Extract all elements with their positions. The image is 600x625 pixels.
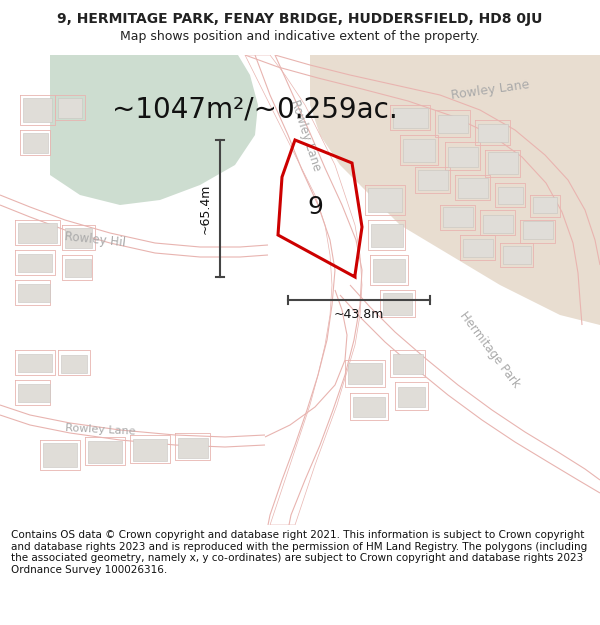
Bar: [448, 147, 478, 167]
Bar: [18, 254, 52, 272]
Bar: [533, 197, 557, 213]
Text: Rowley Lane: Rowley Lane: [65, 423, 136, 437]
Bar: [353, 397, 385, 417]
Bar: [398, 387, 425, 407]
Bar: [18, 354, 52, 372]
Bar: [88, 441, 122, 463]
Bar: [23, 98, 52, 122]
Text: ~65.4m: ~65.4m: [199, 183, 212, 234]
Bar: [403, 139, 435, 162]
Bar: [43, 443, 77, 467]
Polygon shape: [310, 55, 600, 325]
Bar: [418, 170, 448, 190]
Bar: [18, 223, 57, 243]
Bar: [478, 124, 508, 142]
Text: Hermitage Park: Hermitage Park: [457, 309, 523, 391]
Bar: [178, 438, 208, 458]
Text: Rowley Hil: Rowley Hil: [64, 231, 126, 249]
Bar: [373, 259, 405, 282]
Bar: [498, 187, 523, 204]
Bar: [18, 284, 50, 302]
Bar: [523, 221, 553, 239]
Bar: [458, 178, 488, 198]
Polygon shape: [50, 55, 258, 205]
Bar: [58, 98, 82, 118]
Text: Contains OS data © Crown copyright and database right 2021. This information is : Contains OS data © Crown copyright and d…: [11, 530, 587, 575]
Text: ~1047m²/~0.259ac.: ~1047m²/~0.259ac.: [112, 95, 398, 123]
Bar: [65, 228, 92, 248]
Bar: [23, 133, 48, 153]
Bar: [393, 354, 423, 374]
Bar: [18, 384, 50, 402]
Bar: [61, 355, 87, 373]
Bar: [393, 108, 428, 128]
Bar: [503, 246, 531, 264]
Text: Rowley Lane: Rowley Lane: [450, 78, 530, 102]
Text: Rowley Lane: Rowley Lane: [289, 98, 323, 172]
Bar: [65, 259, 91, 277]
Bar: [371, 224, 403, 247]
Bar: [438, 115, 468, 133]
Bar: [133, 439, 167, 461]
Bar: [488, 152, 518, 174]
Bar: [443, 207, 473, 227]
Bar: [368, 188, 402, 212]
Text: 9: 9: [307, 195, 323, 219]
Bar: [463, 239, 493, 257]
Polygon shape: [245, 55, 362, 525]
Text: 9, HERMITAGE PARK, FENAY BRIDGE, HUDDERSFIELD, HD8 0JU: 9, HERMITAGE PARK, FENAY BRIDGE, HUDDERS…: [58, 12, 542, 26]
Text: ~43.8m: ~43.8m: [334, 308, 384, 321]
Text: Map shows position and indicative extent of the property.: Map shows position and indicative extent…: [120, 30, 480, 43]
Bar: [348, 363, 382, 384]
Bar: [383, 293, 412, 315]
Bar: [483, 215, 513, 233]
